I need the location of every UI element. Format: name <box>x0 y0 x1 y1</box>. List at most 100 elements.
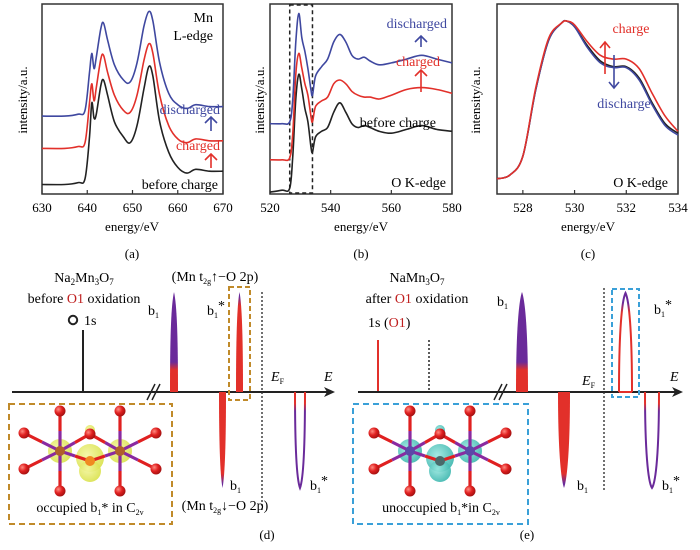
x-tick-label: 532 <box>617 200 637 215</box>
compound-e: NaMn3O7 <box>390 271 445 287</box>
label-before-charge-a: before charge <box>142 178 218 193</box>
x-tick-label: 528 <box>513 200 533 215</box>
label-charged-a: charged <box>176 139 220 154</box>
oxygen-atom <box>18 463 30 475</box>
series-line-charged <box>496 20 679 180</box>
ylabel-b: intensity/a.u. <box>252 66 267 133</box>
orbital-inset-e <box>352 403 529 525</box>
series-line-charged <box>41 42 224 150</box>
axis-label-e-e: E <box>669 370 679 385</box>
label-discharged-b: discharged <box>387 17 447 32</box>
oxygen-atom <box>114 405 126 417</box>
xlabel-a: energy/eV <box>105 219 160 234</box>
annotation-mn: Mn <box>194 11 213 26</box>
oxygen-atom <box>18 427 30 439</box>
arrow-up-red-icon <box>599 40 611 74</box>
band-label-b1star-down-e: b1* <box>662 474 680 495</box>
band-b1-down-d <box>219 392 226 488</box>
oxygen-atom <box>434 428 446 440</box>
panel-label-d: (d) <box>259 527 274 542</box>
inset-caption-d: occupied b1* in C2v <box>36 501 143 517</box>
manganese-atom <box>55 446 65 456</box>
compound-d: Na2Mn3O7 <box>54 271 114 287</box>
series-line-before-charge <box>41 65 224 186</box>
x-tick-label: 540 <box>321 200 341 215</box>
orbital-inset-d <box>8 403 173 525</box>
ylabel-c: intensity/a.u. <box>468 66 483 133</box>
o-core-marker-icon <box>67 314 79 326</box>
series-line-discharged <box>269 12 453 125</box>
oxygen-atom <box>150 463 162 475</box>
x-tick-label: 530 <box>565 200 585 215</box>
axis-arrow-d-icon <box>324 387 335 397</box>
series-line-before-charge <box>496 19 679 180</box>
arrow-down-blue-icon <box>608 55 620 90</box>
x-tick-label: 630 <box>32 200 52 215</box>
band-label-b1star-up-d: b1* <box>207 299 225 320</box>
annotation-l-edge: L-edge <box>173 29 213 44</box>
band-b1star-down-d <box>294 391 306 491</box>
core-oxygen-atom <box>85 456 95 466</box>
core-label-e: 1s (O1) <box>368 316 411 331</box>
panel-e: NaMn3O7 after O1 oxidation 1s (O1) E EF … <box>352 271 683 542</box>
x-tick-label: 650 <box>123 200 143 215</box>
spin-up-label-d: (Mn t2g↑−O 2p) <box>172 270 259 286</box>
inset-caption-e: unoccupied b1*in C2v <box>382 501 500 517</box>
panel-c: intensity/a.u. 528 530 532 534 charge disch… <box>468 3 688 261</box>
oxygen-atom <box>54 405 66 417</box>
axis-break-e-icon <box>493 383 508 401</box>
fermi-label-d: EF <box>270 370 285 386</box>
label-charge-c: charge <box>612 22 649 37</box>
panel-label-c: (c) <box>581 246 595 261</box>
band-label-b1-up-d: b1 <box>148 304 159 320</box>
oxygen-atom <box>404 485 416 497</box>
band-b1-down-e <box>558 392 570 488</box>
series-line-charged <box>269 52 453 162</box>
xlabel-b: energy/eV <box>334 219 389 234</box>
oxygen-atom <box>464 485 476 497</box>
x-tick-label: 520 <box>260 200 280 215</box>
panel-b: intensity/a.u. 520 540 560 580 discharged c… <box>252 3 462 261</box>
panel-label-e: (e) <box>520 527 534 542</box>
subtitle-e: after O1 oxidation <box>366 292 469 307</box>
oxygen-atom <box>404 405 416 417</box>
x-tick-label: 670 <box>213 200 233 215</box>
band-label-b1-down-d: b1 <box>230 479 241 495</box>
x-tick-label: 534 <box>668 200 688 215</box>
panel-d: Na2Mn3O7 before O1 oxidation 1s E EF (Mn… <box>8 270 335 542</box>
oxygen-atom <box>368 463 380 475</box>
label-discharge-c: discharge <box>597 97 650 112</box>
x-tick-label: 560 <box>382 200 402 215</box>
core-oxygen-atom <box>435 456 445 466</box>
arrow-up-blue-icon <box>414 34 428 47</box>
label-charged-b: charged <box>396 55 440 70</box>
x-tick-label: 660 <box>168 200 188 215</box>
oxygen-atom <box>368 427 380 439</box>
oxygen-atom <box>150 427 162 439</box>
x-tick-label: 640 <box>78 200 98 215</box>
x-tick-label: 580 <box>442 200 462 215</box>
subtitle-d: before O1 oxidation <box>28 292 141 307</box>
manganese-atom <box>115 446 125 456</box>
label-before-charge-b: before charge <box>360 116 436 131</box>
band-b1-up-d <box>170 292 178 392</box>
core-label-d: 1s <box>84 314 96 329</box>
series-line-discharged <box>41 10 224 118</box>
panel-label-a: (a) <box>125 246 139 261</box>
highlight-box-e <box>611 288 640 398</box>
oxygen-atom <box>114 485 126 497</box>
fermi-label-e: EF <box>581 374 596 390</box>
xlabel-c: energy/eV <box>561 219 616 234</box>
panel-label-b: (b) <box>353 246 368 261</box>
arrow-up-blue-icon <box>204 115 218 131</box>
band-b1star-up-d <box>236 292 243 392</box>
label-discharged-a: discharged <box>160 103 220 118</box>
band-label-b1-down-e: b1 <box>577 479 588 495</box>
molecule-structure-e <box>368 405 512 497</box>
manganese-atom <box>465 446 475 456</box>
highlight-box-d <box>228 286 251 401</box>
axis-break-d-icon <box>146 383 161 401</box>
band-label-b1-up-e: b1 <box>497 295 508 311</box>
plot-frame-b <box>269 3 453 195</box>
